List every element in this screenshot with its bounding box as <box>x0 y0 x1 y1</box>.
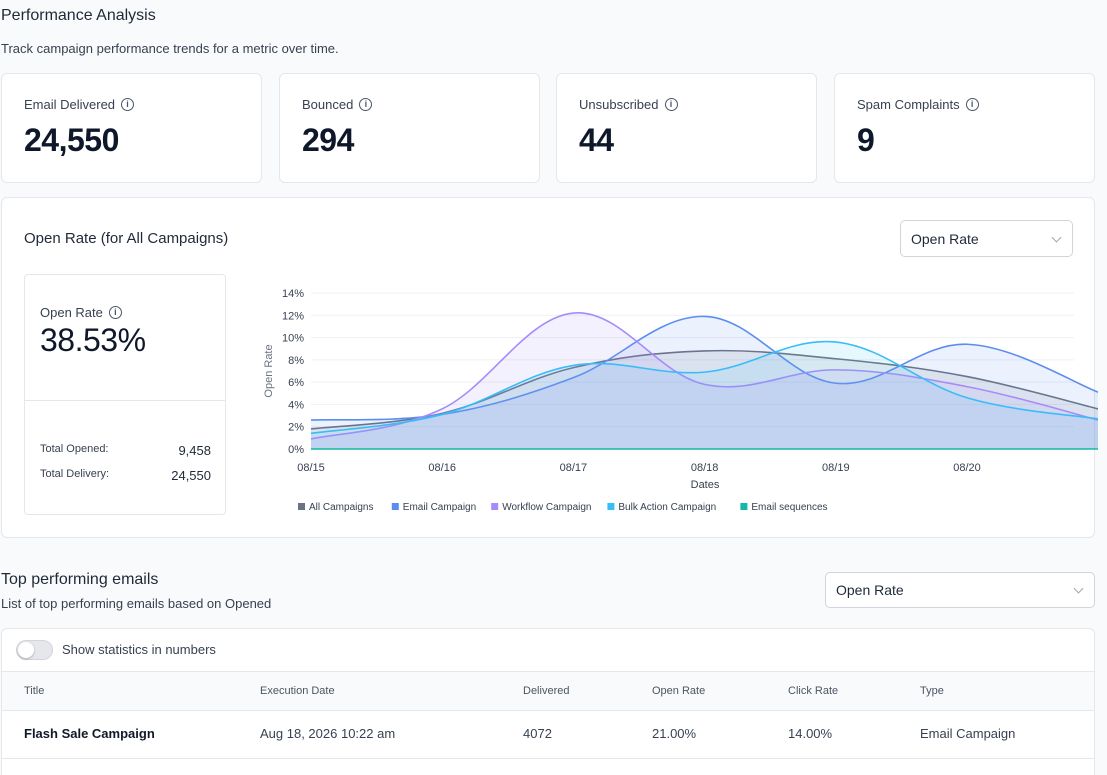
y-tick-label: 10% <box>282 333 304 345</box>
toggle-knob <box>18 642 34 658</box>
y-tick-label: 8% <box>288 355 304 367</box>
series-area-email-campaign <box>311 316 1098 449</box>
column-header-open-rate[interactable]: Open Rate <box>652 685 706 697</box>
total-delivery-label: Total Delivery: <box>40 468 110 480</box>
info-icon[interactable]: i <box>965 98 979 111</box>
top-emails-title: Top performing emails <box>1 571 159 588</box>
stat-label: Open Rate <box>40 305 103 320</box>
kpi-value: 44 <box>579 122 614 158</box>
page-subtitle: Track campaign performance trends for a … <box>1 41 339 56</box>
table-header: Title Execution Date Delivered Open Rate… <box>2 671 1094 711</box>
cell-click-rate: 14.00% <box>788 726 833 741</box>
open-rate-panel: Open Rate (for All Campaigns) Open Rate … <box>1 197 1098 538</box>
y-tick-label: 0% <box>288 444 304 456</box>
legend-swatch-email-sequences <box>740 503 748 510</box>
x-tick-label: 08/15 <box>297 462 325 474</box>
legend-entry-bulk-action-campaign: Bulk Action Campaign <box>618 502 716 513</box>
x-tick-label: 08/18 <box>691 462 719 474</box>
kpi-label: Email Delivered <box>24 97 116 112</box>
series-line-bulk-action-campaign <box>310 340 1098 435</box>
series-line-workflow-campaign <box>310 312 1098 440</box>
toggle-label: Show statistics in numbers <box>62 642 216 657</box>
kpi-value: 24,550 <box>24 122 119 158</box>
kpi-card-spam-complaints: Spam Complaints i 9 <box>834 73 1095 183</box>
total-delivery-value: 24,550 <box>171 468 211 483</box>
x-axis-label: Dates <box>691 479 720 491</box>
panel-title: Open Rate (for All Campaigns) <box>24 230 229 247</box>
top-emails-table: Show statistics in numbers Title Executi… <box>1 628 1095 775</box>
y-axis-label: Open Rate <box>263 344 275 397</box>
legend-swatch-workflow-campaign <box>491 503 499 510</box>
chevron-down-icon <box>1073 583 1084 594</box>
cell-type: Email Campaign <box>920 726 1016 741</box>
total-delivery-row: Total Delivery: 24,550 <box>40 468 211 483</box>
column-header-title[interactable]: Title <box>24 685 45 697</box>
series-area-workflow-campaign <box>311 313 1098 449</box>
total-opened-label: Total Opened: <box>40 443 109 455</box>
column-header-click-rate[interactable]: Click Rate <box>788 685 839 697</box>
open-rate-summary: Open Rate i 38.53% Total Opened: 9,458 To… <box>24 274 226 515</box>
metric-select[interactable]: Open Rate <box>900 220 1073 257</box>
legend-swatch-email-campaign <box>391 503 399 510</box>
page-title: Performance Analysis <box>1 7 156 24</box>
info-icon[interactable]: i <box>664 98 678 111</box>
kpi-value: 9 <box>857 122 875 158</box>
series-line-all-campaigns <box>310 349 1098 430</box>
kpi-card-unsubscribed: Unsubscribed i 44 <box>556 73 817 183</box>
kpi-card-email-delivered: Email Delivered i 24,550 <box>1 73 262 183</box>
cell-delivered: 4072 <box>523 726 552 741</box>
open-rate-chart: 0% 2% 4% 6% 8% 10% 12% 14% 08/15 08/16 08/17 08/18 0… <box>263 288 1098 513</box>
cell-title[interactable]: Flash Sale Campaign <box>24 726 155 741</box>
stat-value: 38.53% <box>40 322 146 358</box>
x-tick-label: 08/17 <box>560 462 588 474</box>
legend-entry-email-sequences: Email sequences <box>751 502 827 513</box>
info-icon[interactable]: i <box>121 98 135 111</box>
kpi-card-bounced: Bounced i 294 <box>279 73 540 183</box>
kpi-label: Unsubscribed <box>579 97 659 112</box>
cell-execution-date: Aug 18, 2026 10:22 am <box>260 726 396 741</box>
divider <box>25 400 225 401</box>
y-tick-label: 2% <box>288 422 304 434</box>
total-opened-row: Total Opened: 9,458 <box>40 443 211 458</box>
kpi-label: Spam Complaints <box>857 97 960 112</box>
legend-entry-workflow-campaign: Workflow Campaign <box>502 502 591 513</box>
info-icon[interactable]: i <box>359 98 373 111</box>
column-header-delivered[interactable]: Delivered <box>523 685 570 697</box>
legend-entry-all-campaigns: All Campaigns <box>309 502 373 513</box>
x-tick-label: 08/16 <box>428 462 456 474</box>
column-header-execution-date[interactable]: Execution Date <box>260 685 335 697</box>
x-tick-label: 08/19 <box>822 462 850 474</box>
info-icon[interactable]: i <box>108 306 122 319</box>
table-row[interactable]: Flash Sale Campaign Aug 18, 2026 10:22 a… <box>2 711 1094 759</box>
legend-swatch-bulk-action-campaign <box>607 503 615 510</box>
y-tick-label: 4% <box>288 399 304 411</box>
x-tick-label: 08/20 <box>953 462 981 474</box>
kpi-value: 294 <box>302 122 354 158</box>
metric-select-value: Open Rate <box>836 582 904 598</box>
metric-select-value: Open Rate <box>911 230 979 247</box>
kpi-label: Bounced <box>302 97 354 112</box>
y-tick-label: 14% <box>282 288 304 300</box>
legend-entry-email-campaign: Email Campaign <box>403 502 476 513</box>
cell-open-rate: 21.00% <box>652 726 697 741</box>
top-emails-metric-select[interactable]: Open Rate <box>825 572 1095 608</box>
total-opened-value: 9,458 <box>178 443 211 458</box>
series-area-bulk-action-campaign <box>311 341 1098 449</box>
y-tick-label: 6% <box>288 377 304 389</box>
statistics-toggle[interactable] <box>16 640 53 660</box>
legend-swatch-all-campaigns <box>298 503 305 510</box>
top-emails-subtitle: List of top performing emails based on O… <box>1 596 272 611</box>
column-header-type[interactable]: Type <box>920 685 944 697</box>
y-tick-label: 12% <box>282 310 304 322</box>
